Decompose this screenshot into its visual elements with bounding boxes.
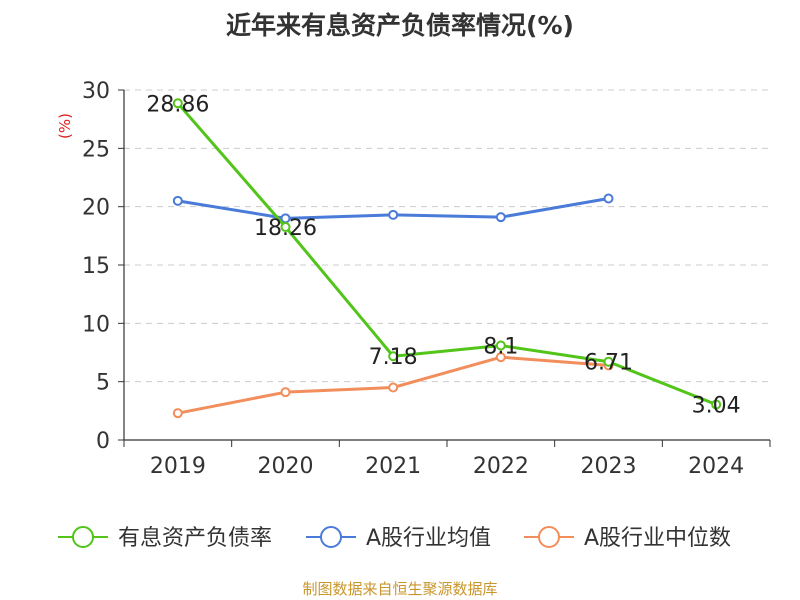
data-point [280, 221, 291, 232]
data-label: 8.1 [483, 335, 518, 360]
data-point [388, 382, 399, 393]
x-tick-label: 2021 [365, 454, 421, 479]
data-point [280, 387, 291, 398]
data-point [388, 351, 399, 362]
data-point [495, 340, 506, 351]
data-label: 28.86 [146, 92, 209, 117]
y-tick-label: 10 [82, 312, 110, 337]
data-label: 6.71 [584, 351, 633, 376]
data-label: 18.26 [254, 216, 317, 241]
data-point [495, 212, 506, 223]
y-tick-label: 20 [82, 196, 110, 221]
x-tick-label: 2023 [581, 454, 637, 479]
legend-label: A股行业均值 [366, 526, 491, 551]
data-point [603, 356, 614, 367]
legend-label: 有息资产负债率 [118, 526, 272, 551]
data-point [172, 408, 183, 419]
y-tick-label: 25 [82, 137, 110, 162]
data-point [172, 98, 183, 109]
legend-marker [320, 526, 342, 548]
series-line [176, 102, 717, 406]
y-tick-label: 30 [82, 79, 110, 104]
x-tick-label: 2024 [688, 454, 744, 479]
x-tick-label: 2019 [150, 454, 206, 479]
data-point [388, 209, 399, 220]
data-point [711, 399, 722, 410]
data-point [172, 195, 183, 206]
legend-label: A股行业中位数 [584, 526, 731, 551]
chart-title: 近年来有息资产负债率情况(%) [226, 11, 574, 40]
y-axis-label: (%) [56, 113, 74, 139]
y-tick-label: 5 [96, 371, 110, 396]
legend-marker [72, 526, 94, 548]
x-tick-label: 2020 [258, 454, 314, 479]
data-point [495, 352, 506, 363]
y-tick-label: 15 [82, 254, 110, 279]
legend-marker [538, 526, 560, 548]
data-label: 7.18 [369, 345, 418, 370]
source-footer: 制图数据来自恒生聚源数据库 [302, 580, 498, 598]
x-tick-label: 2022 [473, 454, 529, 479]
data-point [603, 193, 614, 204]
data-label: 3.04 [692, 394, 741, 419]
y-tick-label: 0 [96, 429, 110, 454]
